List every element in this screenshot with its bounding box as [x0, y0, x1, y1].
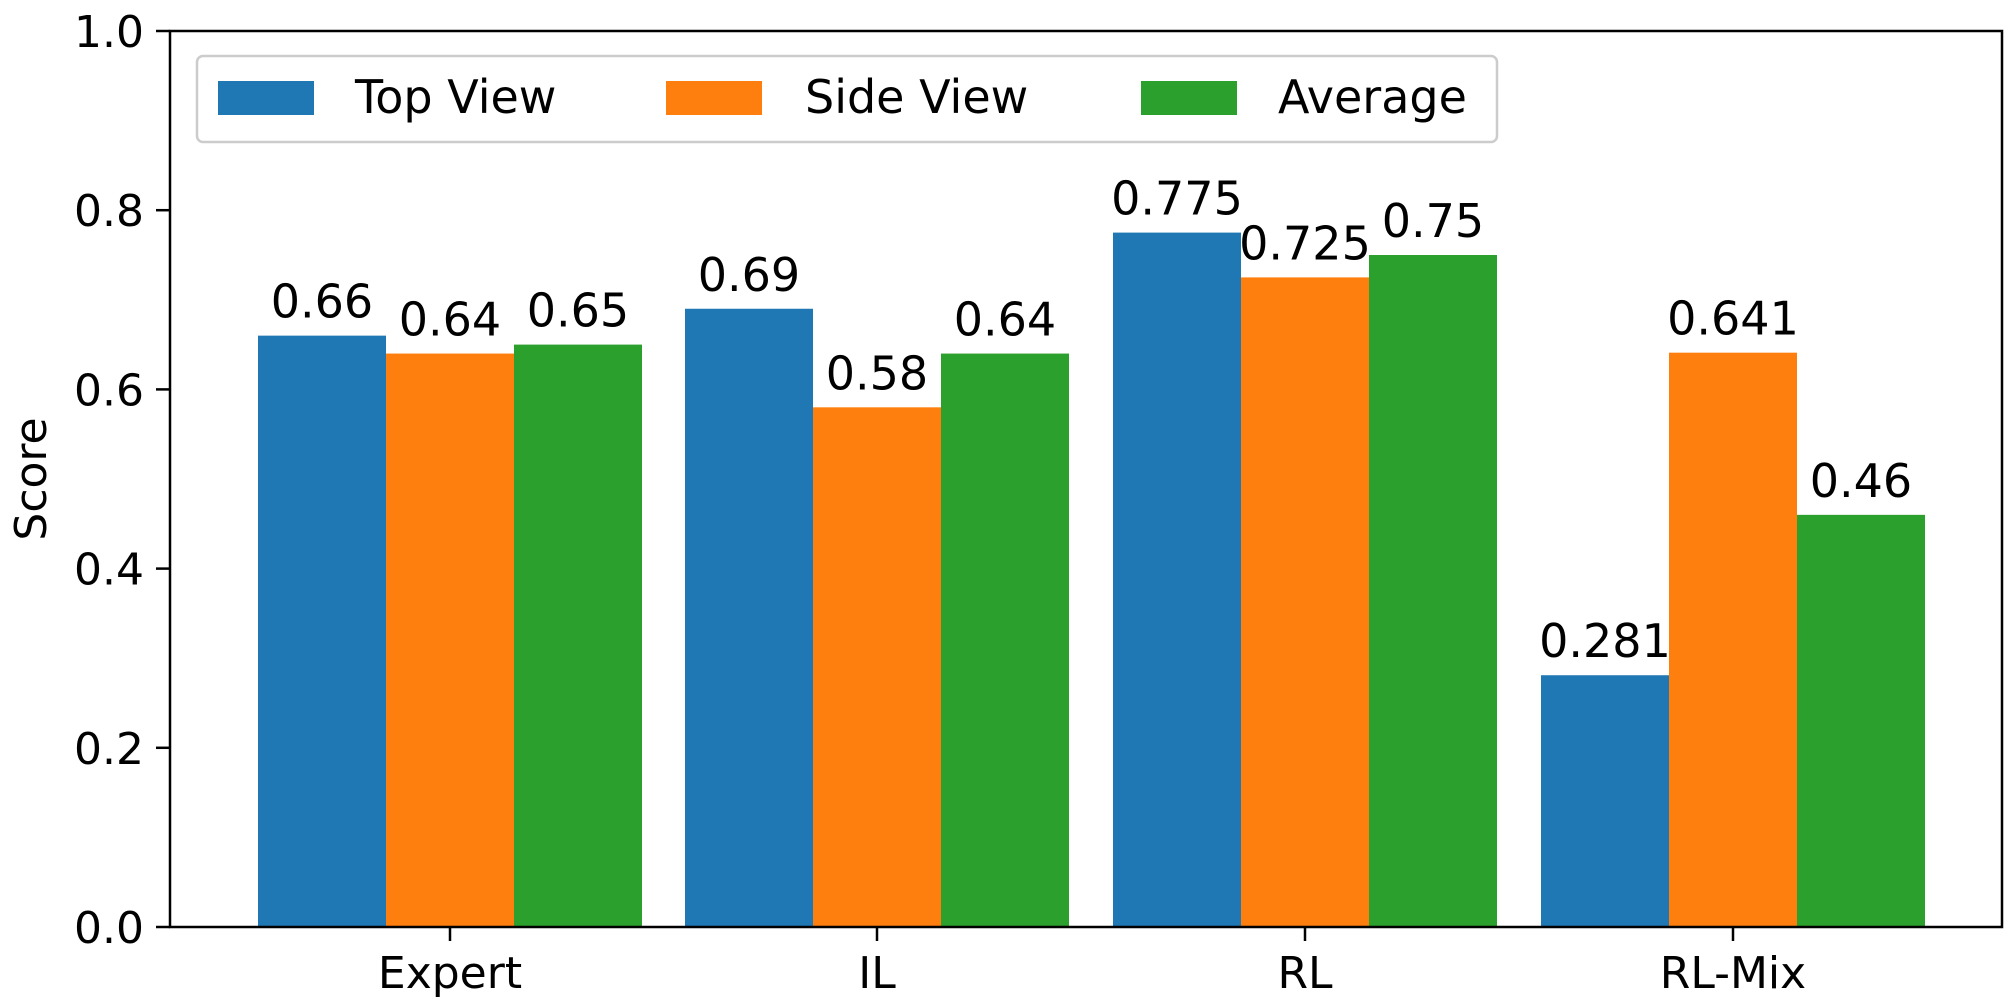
x-tick-label: RL-Mix: [1660, 948, 1806, 999]
x-axis: Expert IL RL RL-Mix: [378, 927, 1806, 999]
bar-rl-side-view: [1241, 277, 1369, 927]
legend-swatch: [218, 81, 314, 115]
bar-expert-top-view: [258, 335, 386, 927]
data-label: 0.66: [271, 275, 373, 329]
legend-frame: [195, 54, 1499, 144]
bar-rl-mix-average: [1797, 514, 1925, 927]
bar-il-top-view: [685, 308, 813, 927]
legend: Top View Side View Average: [195, 54, 1499, 144]
x-tick-label: RL: [1277, 948, 1333, 999]
bar-rl-average: [1369, 255, 1497, 927]
data-label: 0.775: [1111, 172, 1243, 226]
data-label: 0.58: [826, 346, 928, 400]
y-tick-label: 0.4: [74, 545, 144, 596]
bar-rl-mix-top-view: [1541, 675, 1669, 927]
legend-swatch: [1141, 81, 1237, 115]
y-tick-label: 0.0: [74, 903, 144, 954]
bar-il-side-view: [813, 407, 941, 927]
bars-layer: [258, 232, 1925, 928]
data-label: 0.281: [1539, 614, 1671, 668]
y-tick-label: 0.2: [74, 724, 144, 775]
bar-rl-mix-side-view: [1669, 352, 1797, 927]
legend-swatch: [666, 81, 762, 115]
data-label: 0.64: [399, 293, 501, 347]
plot-area-frame: [168, 29, 2004, 929]
data-label: 0.69: [698, 248, 800, 302]
bar-expert-average: [514, 344, 642, 928]
y-tick-label: 0.6: [74, 365, 144, 416]
legend-label: Top View: [354, 70, 556, 124]
y-tick-label: 1.0: [74, 7, 144, 58]
data-label: 0.75: [1382, 194, 1484, 248]
data-label: 0.641: [1667, 292, 1799, 346]
x-tick-label: Expert: [378, 948, 522, 999]
y-tick-label: 0.8: [74, 186, 144, 237]
legend-label: Side View: [805, 70, 1028, 124]
data-label: 0.46: [1810, 454, 1912, 508]
bar-expert-side-view: [386, 353, 514, 927]
legend-label: Average: [1278, 70, 1467, 124]
bar-rl-top-view: [1113, 232, 1241, 928]
y-axis-label: Score: [6, 417, 57, 540]
bar-il-average: [941, 353, 1069, 927]
y-axis: 0.0 0.2 0.4 0.6 0.8 1.0: [74, 7, 170, 954]
data-label: 0.65: [527, 284, 629, 338]
x-tick-label: IL: [858, 948, 896, 999]
data-label: 0.64: [954, 293, 1056, 347]
data-label: 0.725: [1239, 216, 1371, 270]
